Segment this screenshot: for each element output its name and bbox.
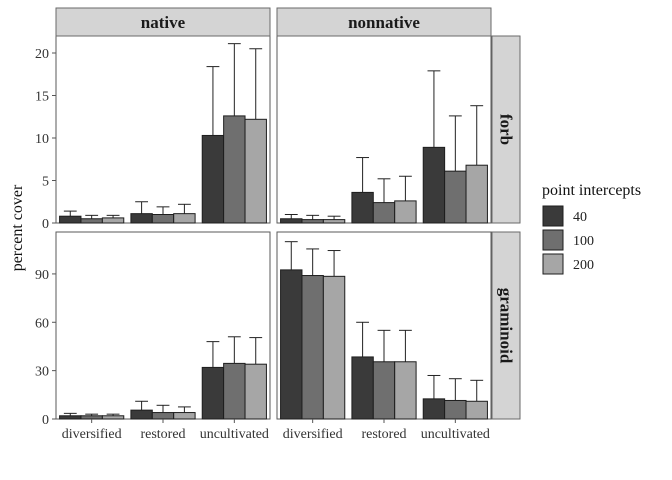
panel-nonnative-graminoid: [276, 231, 492, 420]
y-tick-label: 0: [42, 413, 49, 428]
bar: [444, 399, 467, 420]
panel-native-graminoid: [55, 231, 271, 420]
bar: [465, 400, 488, 420]
y-tick-label: 5: [42, 175, 49, 190]
bar: [130, 409, 153, 420]
bar: [444, 170, 467, 224]
bar: [59, 215, 82, 224]
bar: [394, 361, 417, 420]
bar: [280, 269, 303, 420]
bar: [301, 275, 324, 420]
legend-swatch: [542, 205, 564, 227]
strips-layer: native nonnative forb graminoid: [55, 7, 521, 420]
bar: [372, 202, 396, 224]
legend-entry-label: 200: [573, 258, 594, 273]
bar: [422, 146, 446, 224]
bar: [80, 218, 103, 224]
bar: [351, 356, 374, 420]
y-tick-label: 30: [35, 365, 49, 380]
y-tick-label: 20: [35, 47, 49, 62]
bar: [280, 218, 303, 224]
strip-column-label: native: [141, 13, 186, 32]
y-tick-label: 0: [42, 217, 49, 232]
y-tick-label: 90: [35, 268, 49, 283]
y-tick-label: 60: [35, 316, 49, 331]
bar: [351, 191, 374, 224]
x-tick-label: restored: [140, 427, 185, 442]
bar: [223, 362, 246, 420]
bar: [151, 412, 175, 420]
strip-row-label: graminoid: [497, 288, 516, 364]
legend-entry-label: 40: [573, 210, 587, 225]
legend: point intercepts 40 100 200: [542, 182, 641, 275]
bar: [372, 361, 396, 420]
panel-nonnative-forb: [276, 35, 492, 224]
x-tick-label: diversified: [62, 427, 122, 442]
bar: [80, 415, 103, 420]
bar: [201, 366, 225, 420]
bar: [322, 275, 346, 420]
legend-entry-label: 100: [573, 234, 594, 249]
legend-title: point intercepts: [542, 182, 641, 199]
strip-row-label: forb: [497, 114, 516, 145]
x-tick-label: restored: [361, 427, 406, 442]
strip-column-native: [55, 7, 271, 37]
axes-layer: 0 5 10 15 20 0 30 60 90 diversified restored uncult…: [35, 47, 490, 442]
bar: [59, 415, 82, 420]
x-tick-label: uncultivated: [421, 427, 490, 442]
y-tick-label: 15: [35, 90, 49, 105]
bar: [130, 213, 153, 224]
bar: [173, 412, 196, 420]
panel-native-forb: [55, 35, 271, 224]
bar: [201, 134, 225, 224]
strip-row-forb: [491, 35, 521, 224]
bar: [223, 115, 246, 224]
bar: [101, 415, 125, 420]
bar: [244, 118, 267, 224]
strip-column-label: nonnative: [348, 13, 420, 32]
y-axis-title: percent cover: [9, 184, 26, 271]
legend-swatch: [542, 253, 564, 275]
bar: [151, 214, 175, 224]
bar: [101, 217, 125, 224]
y-tick-label: 10: [35, 132, 49, 147]
bar: [394, 200, 417, 224]
x-tick-label: diversified: [283, 427, 343, 442]
panels-layer: [55, 35, 492, 420]
x-tick-label: uncultivated: [200, 427, 269, 442]
strip-row-graminoid: [491, 231, 521, 420]
bar: [173, 213, 196, 224]
bar: [322, 219, 346, 224]
strip-column-nonnative: [276, 7, 492, 37]
bar: [244, 363, 267, 420]
bar: [422, 398, 446, 420]
bar: [301, 219, 324, 224]
legend-swatch: [542, 229, 564, 251]
bar: [465, 164, 488, 224]
